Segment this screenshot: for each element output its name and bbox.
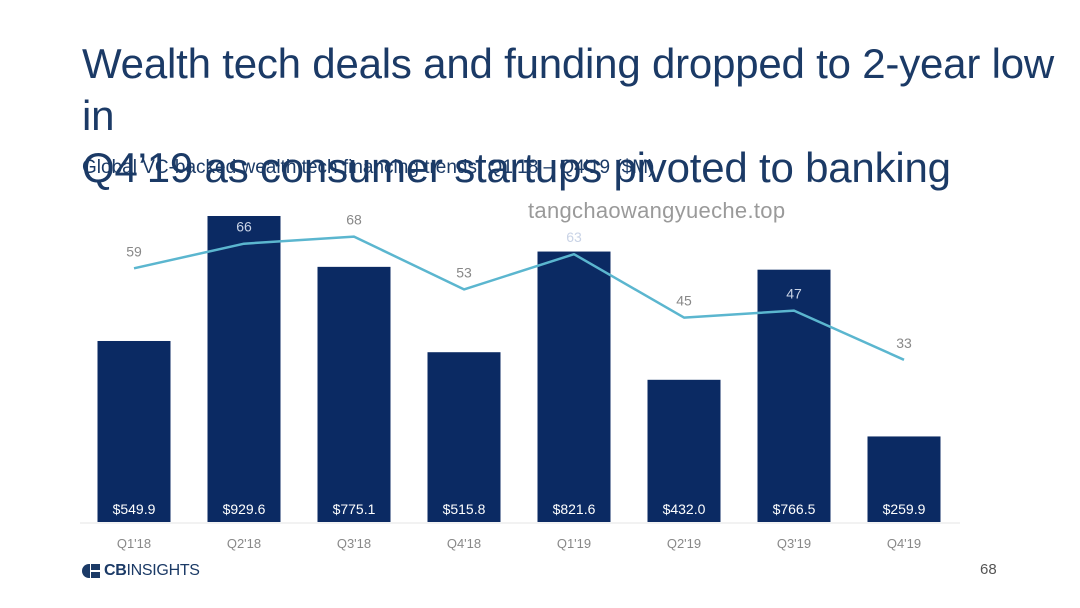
bar-value-label-5: $432.0 [663, 501, 706, 517]
logo-text-bold: CB [104, 562, 127, 579]
bar-6 [757, 269, 831, 522]
title-line-1: Wealth tech deals and funding dropped to… [82, 40, 1055, 139]
bar-value-label-7: $259.9 [883, 501, 926, 517]
bar-1 [207, 216, 281, 522]
line-value-label-7: 33 [896, 335, 912, 351]
page-number: 68 [980, 561, 997, 578]
watermark-text: tangchaowangyueche.top [528, 198, 786, 223]
x-tick-label-7: Q4'19 [887, 536, 921, 551]
line-value-label-0: 59 [126, 243, 142, 259]
line-value-label-2: 68 [346, 212, 362, 228]
deals-line [133, 235, 905, 361]
bar-value-label-4: $821.6 [553, 501, 596, 517]
title-line-2: Q4’19 as consumer startups pivoted to ba… [82, 144, 951, 191]
x-tick-label-5: Q2'19 [667, 536, 701, 551]
bar-value-label-0: $549.9 [113, 501, 156, 517]
logo-text-rest: INSIGHTS [126, 562, 200, 579]
chart-subtitle: Global VC-backed wealth tech financing t… [82, 157, 655, 178]
line-value-label-5: 45 [676, 293, 692, 309]
line-value-label-4: 63 [566, 229, 582, 245]
x-tick-label-0: Q1'18 [117, 536, 151, 551]
bar-value-label-2: $775.1 [333, 501, 376, 517]
bar-5 [647, 379, 721, 522]
bar-3 [427, 352, 501, 522]
bar-value-label-1: $929.6 [223, 501, 266, 517]
line-value-label-6: 47 [786, 286, 802, 302]
bar-4 [537, 251, 611, 522]
bar-7 [867, 436, 941, 522]
x-tick-label-2: Q3'18 [337, 536, 371, 551]
cbinsights-logo-icon [82, 564, 100, 578]
bar-0 [97, 340, 171, 522]
x-tick-label-6: Q3'19 [777, 536, 811, 551]
x-tick-label-3: Q4'18 [447, 536, 481, 551]
bar-value-label-6: $766.5 [773, 501, 816, 517]
line-value-label-3: 53 [456, 264, 472, 280]
x-tick-label-4: Q1'19 [557, 536, 591, 551]
bar-2 [317, 266, 391, 522]
line-value-label-1: 66 [236, 219, 252, 235]
cbinsights-logo: CBINSIGHTS [82, 562, 200, 580]
page-title: Wealth tech deals and funding dropped to… [82, 38, 1062, 194]
x-tick-label-1: Q2'18 [227, 536, 261, 551]
bar-value-label-3: $515.8 [443, 501, 486, 517]
